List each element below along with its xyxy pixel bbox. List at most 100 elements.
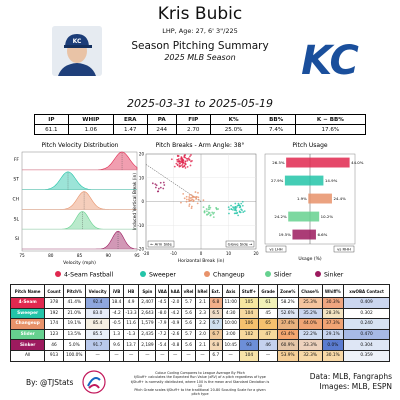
- team-logo: KC: [300, 30, 360, 90]
- pitch-cell: 32.3%: [297, 349, 323, 362]
- breaks-point: [191, 198, 194, 201]
- breaks-point: [173, 165, 176, 168]
- breaks-point: [184, 160, 187, 163]
- breaks-point: [189, 197, 192, 199]
- breaks-point: [230, 204, 232, 207]
- breaks-point: [215, 206, 218, 209]
- pitch-cell: 192: [44, 307, 64, 320]
- usage-label-lhh-st: 27.9%: [271, 178, 284, 183]
- usage-bar-lhh-ch: [308, 193, 310, 204]
- pitch-cell: 18.4: [109, 297, 124, 309]
- usage-bar-lhh-ff: [286, 157, 310, 168]
- breaks-point: [185, 200, 188, 203]
- velocity-density-ff: [22, 151, 138, 171]
- season-label: 2025 MLB Season: [164, 53, 236, 62]
- summary-header-4: FIP: [175, 114, 211, 125]
- pitch-cell: 35.2%: [297, 307, 323, 320]
- breaks-point: [180, 161, 183, 164]
- pitch-cell: 92.4: [84, 297, 111, 309]
- summary-value-6: 7.4%: [256, 124, 296, 135]
- breaks-cluster-0: [170, 154, 193, 169]
- breaks-point: [163, 184, 166, 186]
- velocity-chart-title: Pitch Velocity Distribution: [42, 142, 119, 149]
- breaks-point: [181, 166, 184, 168]
- pitch-cell: —: [122, 349, 140, 362]
- breaks-point: [170, 158, 173, 161]
- velocity-tick: 90: [106, 253, 112, 258]
- breaks-x-tick: -20: [143, 251, 150, 256]
- pitch-metrics-table: Pitch Name Count Pitch% Velocity iVB HB Spin VA…: [9, 284, 390, 362]
- breaks-point: [184, 156, 187, 159]
- player-bio: LHP, Age: 27, 6' 3"/225: [162, 27, 238, 35]
- pitch-cell: 6.8: [209, 297, 223, 309]
- pitch-cell: 9.6: [109, 339, 124, 351]
- pitch-cell: 63.4%: [276, 328, 299, 341]
- breaks-point: [189, 164, 192, 167]
- pitch-cell: 28.3%: [321, 307, 345, 320]
- pitch-cell: 52.6%: [276, 307, 299, 320]
- breaks-point: [183, 197, 186, 200]
- pitch-cell: 11.6: [122, 318, 140, 330]
- breaks-point: [241, 200, 244, 203]
- breaks-y-axis-label: Induced Vertical Break (in): [132, 173, 138, 230]
- velocity-label-si: SI: [15, 236, 19, 242]
- pitch-cell: 93: [238, 339, 260, 351]
- usage-bar-rhh-si: [310, 229, 316, 240]
- pitch-cell: 37.4%: [276, 318, 299, 330]
- usage-label-rhh-ch: 24.4%: [333, 196, 346, 201]
- velocity-label-ch: CH: [12, 196, 19, 202]
- breaks-point: [228, 212, 230, 215]
- pitch-cell: 0.240: [343, 318, 390, 330]
- player-name: Kris Bubic: [157, 4, 243, 24]
- pitch-cell: 104: [238, 307, 260, 320]
- pitch-cell: 33.3%: [297, 339, 323, 351]
- breaks-point: [181, 163, 184, 166]
- pitch-cell: 378: [44, 297, 64, 309]
- breaks-point: [243, 210, 246, 213]
- pitch-cell: 22.2%: [297, 328, 323, 341]
- pitch-cell: -7.9: [155, 318, 170, 330]
- pitch-name-cell: All: [9, 349, 46, 362]
- breaks-point: [234, 212, 237, 215]
- pitch-row-2: Changeup 174 19.1% 85.4 -0.5 11.6 1,579 -7.9 -0.…: [9, 318, 390, 330]
- breaks-point: [183, 155, 186, 158]
- breaks-point: [209, 206, 212, 209]
- usage-label-rhh-sl: 10.2%: [321, 214, 334, 219]
- pitch-col-header-2: Pitch%: [62, 284, 86, 298]
- breaks-point: [176, 158, 178, 161]
- glove-side-box: [225, 240, 255, 248]
- breaks-point: [235, 206, 238, 208]
- team-logo-letters: KC: [301, 38, 359, 84]
- breaks-point: [188, 194, 191, 196]
- breaks-point: [159, 181, 162, 184]
- breaks-point: [194, 191, 197, 193]
- breaks-point: [190, 160, 192, 163]
- velocity-tick: 95: [134, 253, 140, 258]
- player-headshot: KC: [52, 26, 102, 76]
- breaks-point: [234, 209, 236, 212]
- pitch-row-5: All 913 100.0% — — — — — — — —6.7—104—53.9% 32.3% 30…: [9, 349, 390, 362]
- pitch-cell: -2.0: [168, 297, 183, 309]
- breaks-point: [154, 183, 157, 186]
- pitch-cell: 30.3%: [321, 297, 345, 309]
- breaks-point: [183, 165, 186, 168]
- summary-header-2: ERA: [112, 114, 148, 125]
- breaks-point: [189, 155, 191, 158]
- data-credits: Data: MLB, Fangraphs Images: MLB, ESPN: [300, 372, 392, 392]
- pitch-cell: 0.302: [343, 307, 390, 320]
- breaks-point: [181, 160, 184, 162]
- breaks-point: [188, 200, 191, 203]
- breaks-point: [176, 155, 179, 158]
- breaks-point: [190, 196, 193, 199]
- glove-side-label: Glove Side →: [228, 242, 253, 247]
- breaks-chart-title: Pitch Breaks - Arm Angle: 38°: [156, 142, 245, 149]
- pitch-col-header-6: Spin: [138, 284, 157, 298]
- breaks-point: [196, 202, 199, 205]
- summary-value-3: 244: [146, 124, 177, 135]
- pitch-cell: 61: [258, 297, 278, 309]
- pitch-cell: 0.0%: [321, 339, 345, 351]
- breaks-point: [197, 196, 200, 199]
- pitch-row-4: Sinker 46 5.0% 91.7 9.6 13.7 2,189 -5.4 -0.8 5.6 2…: [9, 339, 390, 351]
- usage-label-rhh-st: 14.9%: [325, 178, 338, 183]
- pitch-cell: 5.0%: [62, 339, 86, 351]
